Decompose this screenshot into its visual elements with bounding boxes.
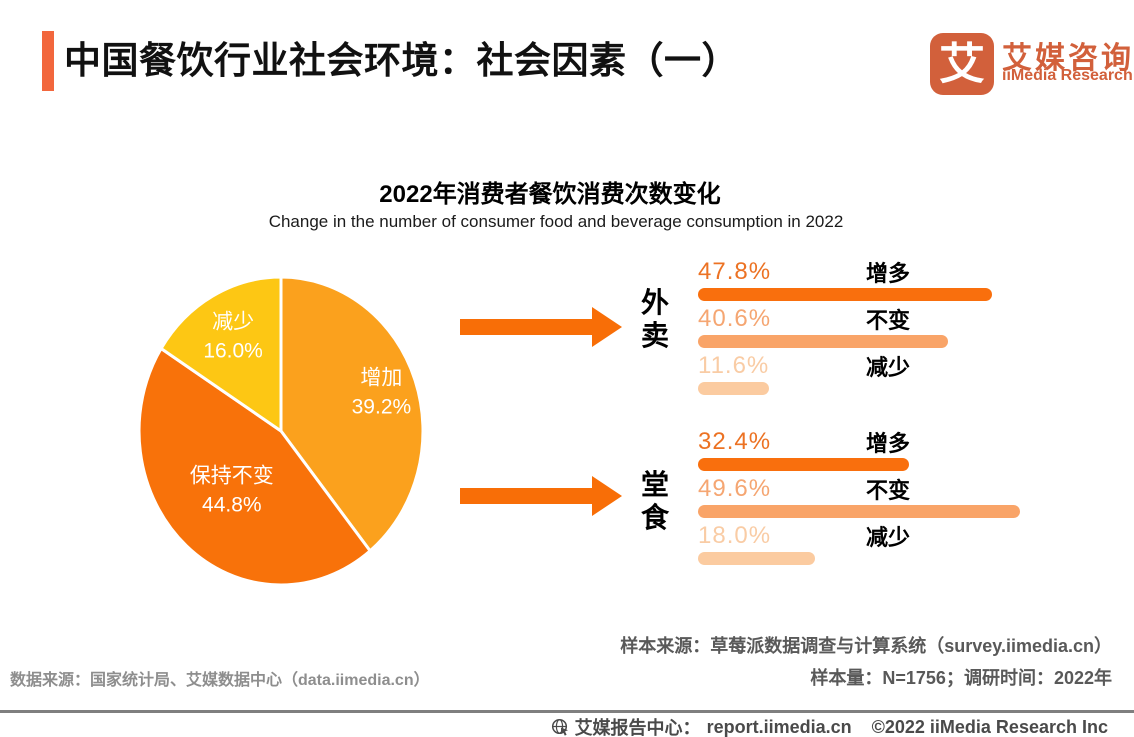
group-label-dine-in: 堂食 [638,468,672,534]
bar-value: 11.6% [698,352,770,379]
footer-divider [0,710,1134,713]
bar-group-takeout: 47.8% 增多 40.6% 不变 11.6% 减少 [696,256,1134,397]
pie-chart: 增加 39.2% 保持不变 44.8% 减少 16.0% [137,275,425,587]
pie-slice-3 [159,275,283,433]
group-name-char: 外 [640,287,669,318]
bar-row: 18.0% 减少 [696,520,1134,567]
title-accent-bar [42,31,54,91]
page-title: 中国餐饮行业社会环境：社会因素（一） [64,40,739,81]
bar [698,335,948,348]
footer-url: report.iimedia.cn [706,716,852,737]
bar-row: 11.6% 减少 [696,350,1134,397]
bar-value: 18.0% [698,522,772,549]
bar-category-label: 不变 [866,478,911,503]
pie-slice-2 [137,347,372,587]
brand-name-en: iiMedia Research [1002,67,1133,84]
globe-cursor-icon [551,718,568,736]
pie-slice-1 [279,275,425,553]
bar-category-label: 增多 [866,261,911,286]
bar-value: 32.4% [698,428,772,455]
sample-info-text: 样本量：N=1756；调研时间：2022年 [810,668,1112,688]
bar-value: 40.6% [698,305,772,332]
bar-row: 47.8% 增多 [696,256,1134,303]
chart-subtitle: Change in the number of consumer food an… [268,212,844,231]
footer: 艾媒报告中心： report.iimedia.cn ©2022 iiMedia Re… [551,714,1108,737]
arrow-right-icon [460,307,622,347]
bar-value: 47.8% [698,258,772,285]
chart-title: 2022年消费者餐饮消费次数变化 [379,181,721,208]
group-name-char: 堂 [640,469,669,500]
bar [698,288,992,301]
bar-category-label: 减少 [866,525,911,550]
bar-value: 49.6% [698,475,772,502]
bar [698,458,909,471]
bar-category-label: 不变 [866,308,911,333]
bar-row: 49.6% 不变 [696,473,1134,520]
bar [698,552,815,565]
brand-name-cn: 艾媒咨询 [1002,42,1134,75]
bar-category-label: 增多 [866,431,911,456]
pie-slice-label: 增加 39.2% [352,367,412,419]
sample-source-text: 样本来源：草莓派数据调查与计算系统（survey.iimedia.cn） [620,636,1112,656]
bar-group-dine-in: 32.4% 增多 49.6% 不变 18.0% 减少 [696,426,1134,567]
group-name-char: 卖 [640,320,669,351]
group-label-takeout: 外卖 [638,286,672,352]
pie-slice-label: 减少 16.0% [203,311,263,363]
group-name-char: 食 [640,502,669,533]
bar [698,505,1020,518]
pie-slice-label: 保持不变 44.8% [190,465,274,517]
logo-glyph: 艾 [939,39,985,89]
bar-row: 32.4% 增多 [696,426,1134,473]
arrow-right-icon [460,476,622,516]
data-source-text: 数据来源：国家统计局、艾媒数据中心（data.iimedia.cn） [10,672,430,689]
bar [698,382,769,395]
footer-copyright: ©2022 iiMedia Research Inc [871,716,1108,737]
bar-category-label: 减少 [866,355,911,380]
footer-label: 艾媒报告中心： [574,718,701,737]
iimedia-logo: 艾 [930,33,994,95]
bar-row: 40.6% 不变 [696,303,1134,350]
